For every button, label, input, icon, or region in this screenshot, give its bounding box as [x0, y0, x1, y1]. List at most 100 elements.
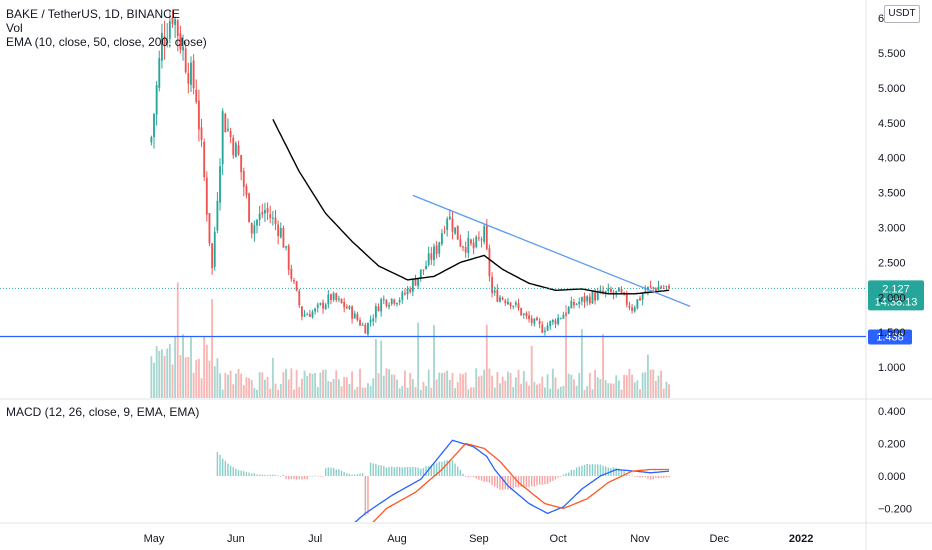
candle-body: [646, 286, 649, 291]
ema-label[interactable]: EMA (10, close, 50, close, 200, close): [6, 35, 207, 49]
candle-body: [306, 314, 309, 316]
candle-body: [348, 306, 351, 309]
candle-body: [480, 239, 483, 241]
candle-body: [322, 302, 324, 309]
macd-histogram-bar: [293, 476, 295, 479]
macd-histogram-bar: [546, 476, 549, 484]
trendline-group[interactable]: [412, 194, 691, 307]
macd-histogram-bar: [391, 466, 393, 476]
candle-body: [522, 313, 525, 315]
candle-body: [488, 248, 491, 277]
symbol-title[interactable]: BAKE / TetherUS, 1D, BINANCE: [6, 7, 180, 21]
macd-histogram-bar: [663, 476, 665, 479]
candle-body: [258, 213, 261, 220]
volume-bar: [240, 373, 243, 398]
candle-body: [361, 324, 364, 326]
macd-histogram-bar: [277, 475, 279, 477]
macd-histogram-bar: [253, 473, 256, 476]
macd-histogram-bar: [657, 476, 660, 479]
candle-body: [184, 48, 187, 73]
candle-body: [324, 304, 327, 310]
macd-histogram-bar: [644, 476, 646, 478]
volume-bar: [160, 349, 163, 398]
candle-body: [641, 294, 644, 300]
candle-body: [565, 313, 567, 315]
price-tick-label: 2.500: [878, 257, 906, 269]
support-price-label: 1.438: [876, 332, 904, 344]
volume-bar: [586, 386, 589, 398]
volume-bar: [295, 369, 298, 398]
volume-label[interactable]: Vol: [6, 21, 23, 35]
volume-bar: [192, 372, 195, 398]
volume-bar: [599, 379, 602, 398]
volume-bar: [573, 379, 575, 398]
volume-bar: [285, 368, 287, 398]
candle-body: [607, 288, 610, 292]
macd-histogram-bar: [256, 474, 258, 476]
price-tick-label: 4.500: [878, 118, 906, 130]
volume-bar: [200, 378, 203, 398]
candle-body: [153, 113, 155, 137]
currency-badge[interactable]: USDT: [884, 5, 920, 23]
volume-bar: [562, 385, 565, 398]
macd-histogram-bar: [494, 476, 496, 487]
macd-histogram-bar: [512, 476, 514, 489]
volume-bar: [438, 372, 441, 398]
candle-body: [541, 324, 544, 333]
macd-histogram-bar: [430, 464, 433, 476]
macd-histogram-bar: [309, 475, 311, 477]
volume-bar: [327, 381, 330, 398]
candle-body: [504, 300, 507, 304]
volume-bar: [298, 386, 301, 398]
candle-body: [266, 208, 269, 213]
countdown-label: 14:38:13: [875, 296, 918, 308]
macd-histogram-bar: [264, 474, 266, 476]
volume-bar: [456, 382, 459, 398]
macd-histogram-bar: [660, 476, 662, 478]
macd-histogram-bar: [480, 476, 483, 481]
macd-histogram-bar: [235, 468, 237, 476]
candle-body: [351, 306, 354, 319]
macd-histogram-bar: [449, 459, 451, 476]
macd-histogram-bar: [578, 466, 580, 476]
macd-histogram-bar: [219, 454, 221, 476]
macd-histogram-bar: [377, 465, 380, 476]
macd-histogram-bar: [655, 476, 657, 478]
macd-histogram-bar: [647, 476, 649, 479]
candle-body: [369, 320, 372, 323]
macd-histogram-bar: [414, 467, 417, 476]
candle-body: [250, 222, 253, 234]
candle-body: [573, 301, 575, 306]
candle-body: [308, 313, 311, 317]
volume-bar: [351, 371, 354, 398]
support-line-group[interactable]: 1.438: [0, 329, 912, 345]
price-tick-label: 3.000: [878, 223, 906, 235]
macd-label[interactable]: MACD (12, 26, close, 9, EMA, EMA): [6, 405, 200, 419]
candle-body: [425, 265, 427, 270]
macd-histogram-bar: [282, 474, 285, 476]
volume-bar: [491, 375, 494, 398]
volume-bar: [509, 373, 512, 398]
candle-body: [462, 246, 464, 248]
volume-bars: [150, 282, 670, 398]
candle-body: [525, 313, 528, 316]
volume-bar: [514, 377, 517, 398]
macd-histogram-bar: [229, 465, 232, 476]
candle-body: [617, 287, 620, 292]
candle-body: [253, 225, 256, 234]
candle-body: [279, 228, 282, 238]
candle-body: [187, 72, 190, 84]
macd-histogram-bar: [216, 451, 219, 476]
volume-bar: [496, 372, 499, 398]
macd-histogram-bar: [591, 464, 594, 476]
candle-body: [433, 246, 435, 261]
volume-bar: [446, 370, 449, 398]
candle-body: [435, 245, 438, 255]
time-tick-label: Nov: [630, 533, 650, 545]
macd-histogram-bar: [599, 464, 602, 476]
macd-histogram-bar: [552, 476, 554, 481]
volume-bar: [662, 388, 665, 398]
volume-bar: [411, 379, 414, 398]
macd-histogram-bar: [459, 469, 462, 476]
